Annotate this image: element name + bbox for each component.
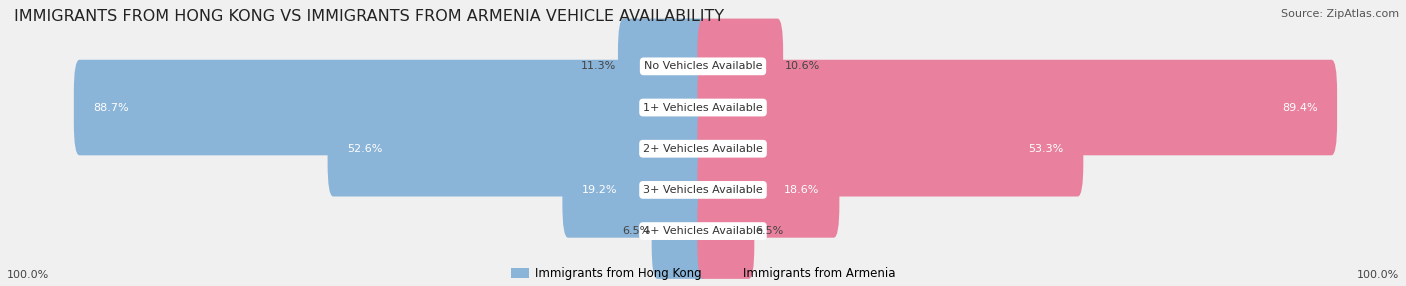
Text: 10.6%: 10.6% xyxy=(785,61,820,71)
Text: 53.3%: 53.3% xyxy=(1028,144,1064,154)
FancyBboxPatch shape xyxy=(0,70,1406,227)
Text: 11.3%: 11.3% xyxy=(581,61,616,71)
FancyBboxPatch shape xyxy=(0,112,1406,268)
FancyBboxPatch shape xyxy=(619,19,709,114)
Text: IMMIGRANTS FROM HONG KONG VS IMMIGRANTS FROM ARMENIA VEHICLE AVAILABILITY: IMMIGRANTS FROM HONG KONG VS IMMIGRANTS … xyxy=(14,9,724,23)
Text: 6.5%: 6.5% xyxy=(621,226,650,236)
FancyBboxPatch shape xyxy=(73,60,709,155)
Legend: Immigrants from Hong Kong, Immigrants from Armenia: Immigrants from Hong Kong, Immigrants fr… xyxy=(510,267,896,280)
Text: 88.7%: 88.7% xyxy=(93,103,129,112)
FancyBboxPatch shape xyxy=(697,19,783,114)
FancyBboxPatch shape xyxy=(0,0,1406,145)
Text: Source: ZipAtlas.com: Source: ZipAtlas.com xyxy=(1281,9,1399,19)
Text: 19.2%: 19.2% xyxy=(582,185,617,195)
Text: 100.0%: 100.0% xyxy=(1357,270,1399,280)
FancyBboxPatch shape xyxy=(562,142,709,238)
FancyBboxPatch shape xyxy=(328,101,709,196)
FancyBboxPatch shape xyxy=(0,29,1406,186)
FancyBboxPatch shape xyxy=(697,60,1337,155)
Text: 1+ Vehicles Available: 1+ Vehicles Available xyxy=(643,103,763,112)
Text: 6.5%: 6.5% xyxy=(756,226,785,236)
Text: 2+ Vehicles Available: 2+ Vehicles Available xyxy=(643,144,763,154)
Text: No Vehicles Available: No Vehicles Available xyxy=(644,61,762,71)
Text: 52.6%: 52.6% xyxy=(347,144,382,154)
FancyBboxPatch shape xyxy=(697,101,1084,196)
Text: 89.4%: 89.4% xyxy=(1282,103,1317,112)
FancyBboxPatch shape xyxy=(697,183,754,279)
FancyBboxPatch shape xyxy=(697,142,839,238)
Text: 3+ Vehicles Available: 3+ Vehicles Available xyxy=(643,185,763,195)
FancyBboxPatch shape xyxy=(0,153,1406,286)
Text: 18.6%: 18.6% xyxy=(785,185,820,195)
FancyBboxPatch shape xyxy=(652,183,709,279)
Text: 100.0%: 100.0% xyxy=(7,270,49,280)
Text: 4+ Vehicles Available: 4+ Vehicles Available xyxy=(643,226,763,236)
